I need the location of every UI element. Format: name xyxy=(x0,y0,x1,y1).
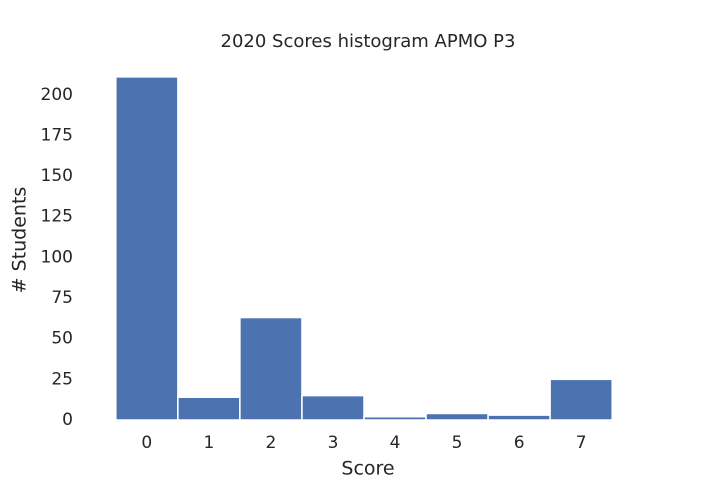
x-tick-label: 4 xyxy=(390,433,401,453)
y-tick-label: 25 xyxy=(51,369,73,389)
bar xyxy=(239,316,303,421)
y-tick-label: 125 xyxy=(41,207,73,227)
x-tick-label: 6 xyxy=(514,433,525,453)
y-tick-label: 200 xyxy=(41,85,73,105)
x-tick-label: 0 xyxy=(141,433,152,453)
y-tick-label: 175 xyxy=(41,125,73,145)
bar xyxy=(425,412,489,421)
bar xyxy=(301,394,365,421)
x-tick-label: 1 xyxy=(203,433,214,453)
x-tick-label: 5 xyxy=(452,433,463,453)
bar xyxy=(487,414,551,421)
y-tick-label: 150 xyxy=(41,166,73,186)
x-tick-label: 3 xyxy=(328,433,339,453)
x-axis-title: Score xyxy=(341,458,394,480)
x-tick-label: 2 xyxy=(266,433,277,453)
y-axis-title: # Students xyxy=(9,187,31,294)
y-tick-label: 75 xyxy=(51,288,73,308)
bar xyxy=(549,378,613,421)
chart-title: 2020 Scores histogram APMO P3 xyxy=(221,31,516,52)
x-tick-label: 7 xyxy=(576,433,587,453)
y-tick-label: 50 xyxy=(51,329,73,349)
bar xyxy=(177,396,241,421)
y-tick-label: 0 xyxy=(62,410,73,430)
bar xyxy=(363,415,427,421)
bar xyxy=(115,76,179,421)
y-tick-label: 100 xyxy=(41,247,73,267)
